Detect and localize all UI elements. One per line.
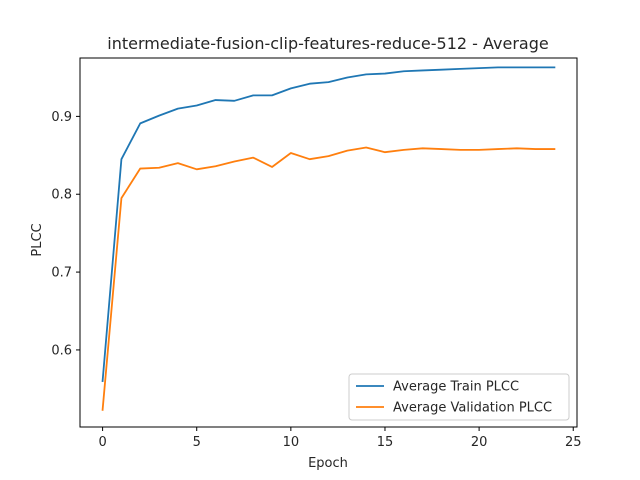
y-axis-label: PLCC [30, 223, 45, 256]
x-tick-label: 25 [565, 435, 582, 450]
legend-label-2: Average Validation PLCC [393, 401, 552, 416]
x-axis-label: Epoch [308, 456, 348, 471]
x-tick-label: 15 [377, 435, 394, 450]
y-tick-label: 0.7 [51, 266, 72, 281]
series-line-1 [101, 66, 556, 383]
x-tick-label: 20 [471, 435, 488, 450]
x-tick-label: 10 [283, 435, 300, 450]
legend-label-1: Average Train PLCC [393, 380, 519, 395]
y-tick-label: 0.9 [51, 110, 72, 125]
chart-title: intermediate-fusion-clip-features-reduce… [107, 34, 548, 53]
legend-box [348, 373, 570, 421]
series-line-2 [101, 146, 556, 411]
x-tick-label: 5 [193, 435, 201, 450]
x-tick-label: 0 [98, 435, 106, 450]
y-tick-label: 0.6 [51, 343, 72, 358]
y-tick-label: 0.8 [51, 188, 72, 203]
plot-area: 0 5 10 15 20 25 0.6 0.7 0.8 0.9 [51, 57, 582, 450]
plot-frame [79, 57, 578, 428]
legend: Average Train PLCC Average Validation PLC… [348, 373, 570, 421]
